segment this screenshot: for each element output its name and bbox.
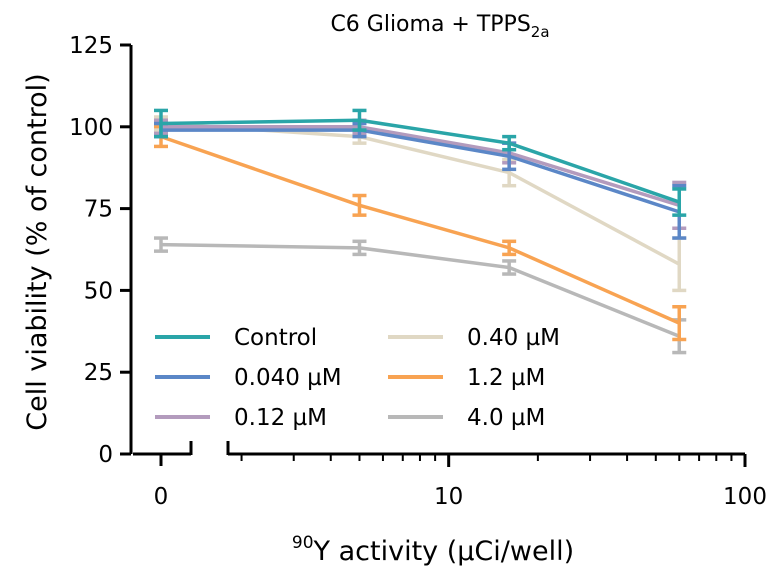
legend-label: 0.40 µM [467,325,560,351]
x-axis-label-superscript: 90 [292,533,314,553]
x-tick-label: 10 [434,484,463,510]
series-line [160,242,680,338]
series-0-12-m [154,118,687,230]
legend-label: 0.040 µM [234,365,342,391]
y-axis-label: Cell viability (% of control) [22,73,53,430]
x-axis-label: 90Y activity (µCi/well) [292,533,574,567]
x-tick-label-zero: 0 [154,484,169,510]
y-tick-label: 0 [98,442,113,468]
legend-label: 1.2 µM [467,365,545,391]
series-control [154,108,687,217]
y-tick-label: 50 [84,278,113,304]
y-tick-label: 25 [84,360,113,386]
series-layer [154,108,687,355]
y-tick-label: 100 [69,115,113,141]
series-line [160,118,680,204]
series-line [160,121,681,266]
series-line [160,134,680,325]
chart-title-subscript: 2a [531,23,550,41]
series-line [161,128,680,214]
axes: 0 25 50 75 100 125 0 10 100 [69,33,767,510]
legend-label: 4.0 µM [467,405,545,431]
series-0-40-m [154,115,687,293]
y-tick-label: 75 [84,197,113,223]
y-tick-label: 125 [69,33,113,59]
x-tick-label: 100 [723,484,767,510]
series-line [161,125,680,208]
chart-title: C6 Glioma + TPPS2a [330,12,549,41]
legend: Control 0.040 µM 0.12 µM 0.40 µM 1.2 µM 4.0 µ… [155,325,560,431]
legend-label: Control [234,325,317,351]
legend-label: 0.12 µM [234,405,327,431]
